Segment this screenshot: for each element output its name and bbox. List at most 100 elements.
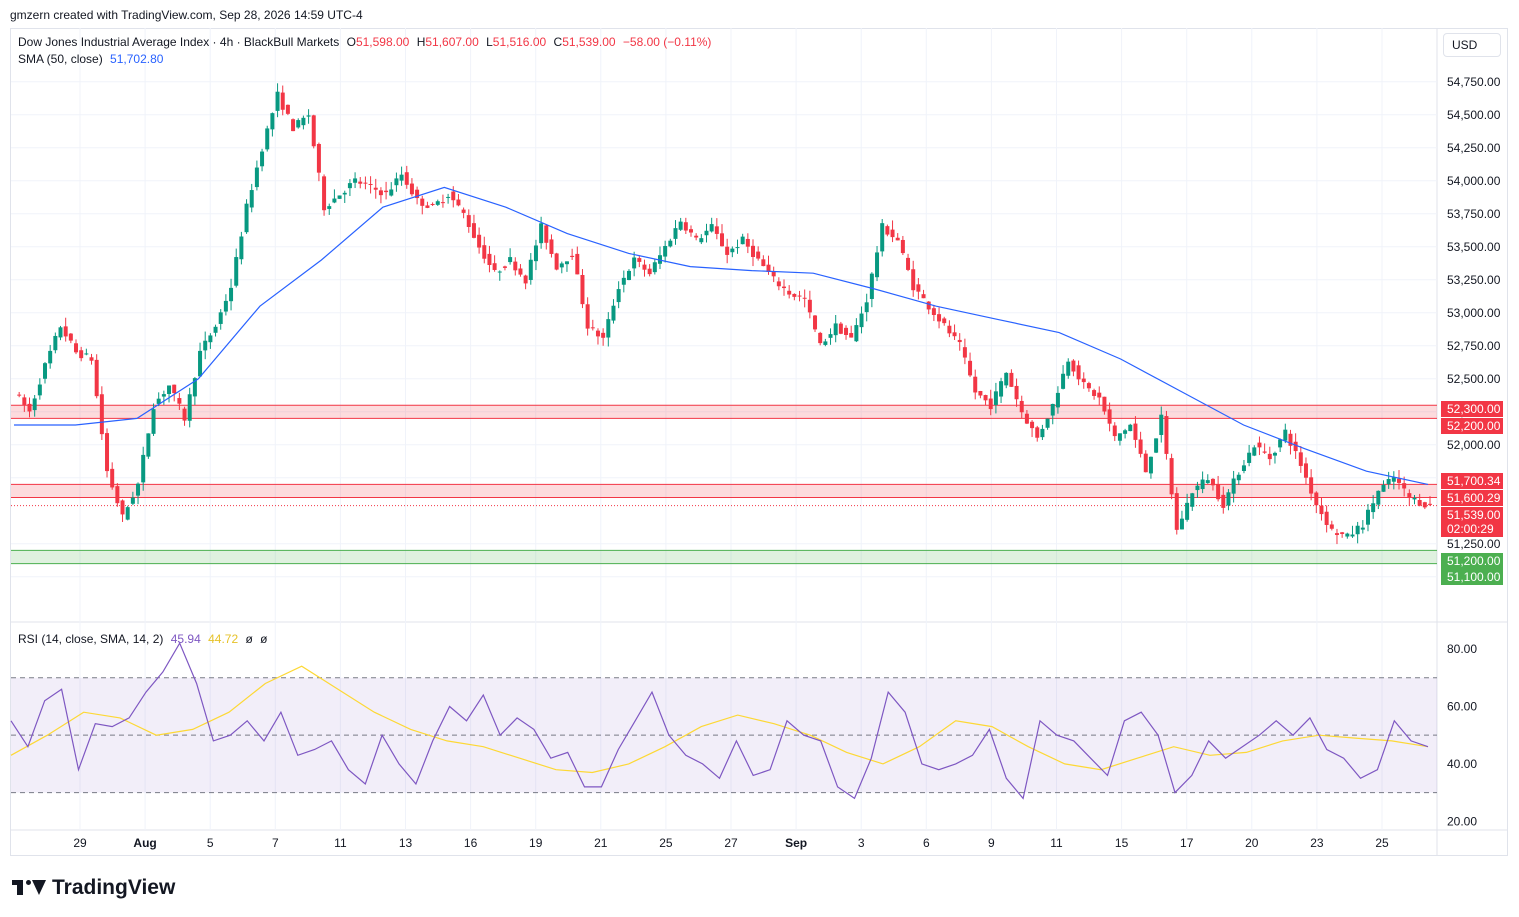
candle-body	[709, 224, 714, 232]
candle-body	[280, 92, 285, 110]
candle-body	[606, 319, 611, 338]
candle-body	[456, 199, 461, 206]
candle-body	[1428, 503, 1432, 505]
candle-body	[182, 408, 187, 421]
low-value: 51,516.00	[492, 35, 547, 49]
candle-body	[797, 295, 802, 297]
price-tick-label: 52,750.00	[1447, 339, 1501, 353]
candle-body	[1329, 524, 1334, 529]
chart-credit: gmzern created with TradingView.com, Sep…	[10, 8, 363, 22]
candle-body	[1164, 416, 1169, 454]
candle-body	[1148, 456, 1153, 474]
candle-body	[828, 334, 833, 338]
candle-body	[725, 246, 730, 255]
candle-body	[895, 237, 900, 241]
candle-body	[626, 270, 631, 281]
candle-body	[249, 190, 254, 208]
candle-body	[63, 326, 68, 337]
candle-body	[1267, 453, 1272, 460]
time-tick-label: 23	[1310, 836, 1324, 850]
rsi-line	[10, 641, 1429, 800]
candle-body	[1004, 372, 1009, 386]
tradingview-logo-text: TradingView	[52, 876, 176, 899]
candle-body	[580, 274, 585, 305]
candle-body	[1035, 427, 1040, 438]
level-label-51100: 51,100.00	[1447, 570, 1501, 584]
level-label-51100-bg	[1441, 569, 1503, 585]
time-tick-label: 19	[529, 836, 543, 850]
candle-body	[1334, 533, 1339, 535]
candle-body	[807, 299, 812, 313]
candle-body	[849, 333, 854, 338]
candle-body	[368, 183, 373, 185]
candle-body	[647, 268, 652, 275]
candle-body	[1216, 484, 1221, 500]
candle-body	[973, 376, 978, 393]
candle-body	[1045, 418, 1050, 428]
candle-body	[1350, 534, 1355, 537]
candle-body	[1071, 360, 1076, 372]
candle-body	[389, 189, 394, 196]
candle-body	[570, 255, 575, 258]
candle-body	[192, 378, 197, 397]
candle-body	[471, 223, 476, 238]
candle-body	[999, 381, 1004, 397]
candle-body	[451, 191, 456, 201]
candle-body	[337, 195, 342, 199]
candle-body	[776, 281, 781, 287]
candle-body	[1412, 497, 1417, 500]
candle-body	[32, 398, 37, 411]
change-value: −58.00 (−0.11%)	[622, 35, 712, 49]
candle-body	[916, 284, 921, 292]
currency-selector[interactable]: USD	[1443, 33, 1501, 57]
candle-body	[1314, 492, 1319, 506]
candle-body	[906, 257, 911, 270]
rsi-tick-label: 20.00	[1447, 814, 1477, 828]
sma-value: 51,702.80	[110, 52, 164, 66]
candle-body	[1195, 485, 1200, 491]
candle-body	[285, 104, 290, 114]
candle-body	[688, 229, 693, 233]
candle-body	[265, 128, 270, 150]
candle-body	[492, 263, 497, 270]
candle-body	[198, 350, 203, 377]
time-tick-label: 21	[594, 836, 608, 850]
candle-body	[844, 327, 849, 335]
candle-body	[420, 198, 425, 206]
candle-body	[84, 353, 89, 355]
candle-body	[22, 397, 27, 405]
candle-body	[347, 183, 352, 189]
candle-body	[668, 240, 673, 247]
candle-body	[1309, 477, 1314, 494]
candle-body	[751, 245, 756, 257]
candle-body	[213, 326, 218, 333]
candle-body	[1283, 429, 1288, 441]
candle-body	[704, 230, 709, 236]
time-tick-label: 11	[334, 836, 347, 850]
level-label-52300-bg	[1441, 401, 1503, 417]
candle-body	[409, 183, 414, 195]
time-tick-label: 13	[399, 836, 413, 850]
candle-body	[130, 497, 135, 504]
high-label: H	[416, 35, 426, 49]
candle-body	[642, 264, 647, 270]
candle-body	[17, 394, 22, 396]
candle-body	[239, 236, 244, 260]
level-label-52200-bg	[1441, 418, 1503, 434]
candle-body	[270, 113, 275, 130]
candle-body	[378, 190, 383, 196]
candle-body	[1061, 373, 1066, 389]
candle-body	[802, 297, 807, 299]
candle-body	[161, 394, 166, 397]
candle-body	[223, 300, 228, 312]
candle-body	[1257, 442, 1262, 448]
candle-body	[1371, 503, 1376, 513]
candle-body	[37, 384, 42, 396]
candle-body	[632, 257, 637, 269]
time-tick-label: 15	[1115, 836, 1129, 850]
time-tick-label: 27	[724, 836, 738, 850]
time-tick-label: 6	[923, 836, 930, 850]
candle-body	[399, 174, 404, 181]
candle-body	[425, 205, 430, 208]
